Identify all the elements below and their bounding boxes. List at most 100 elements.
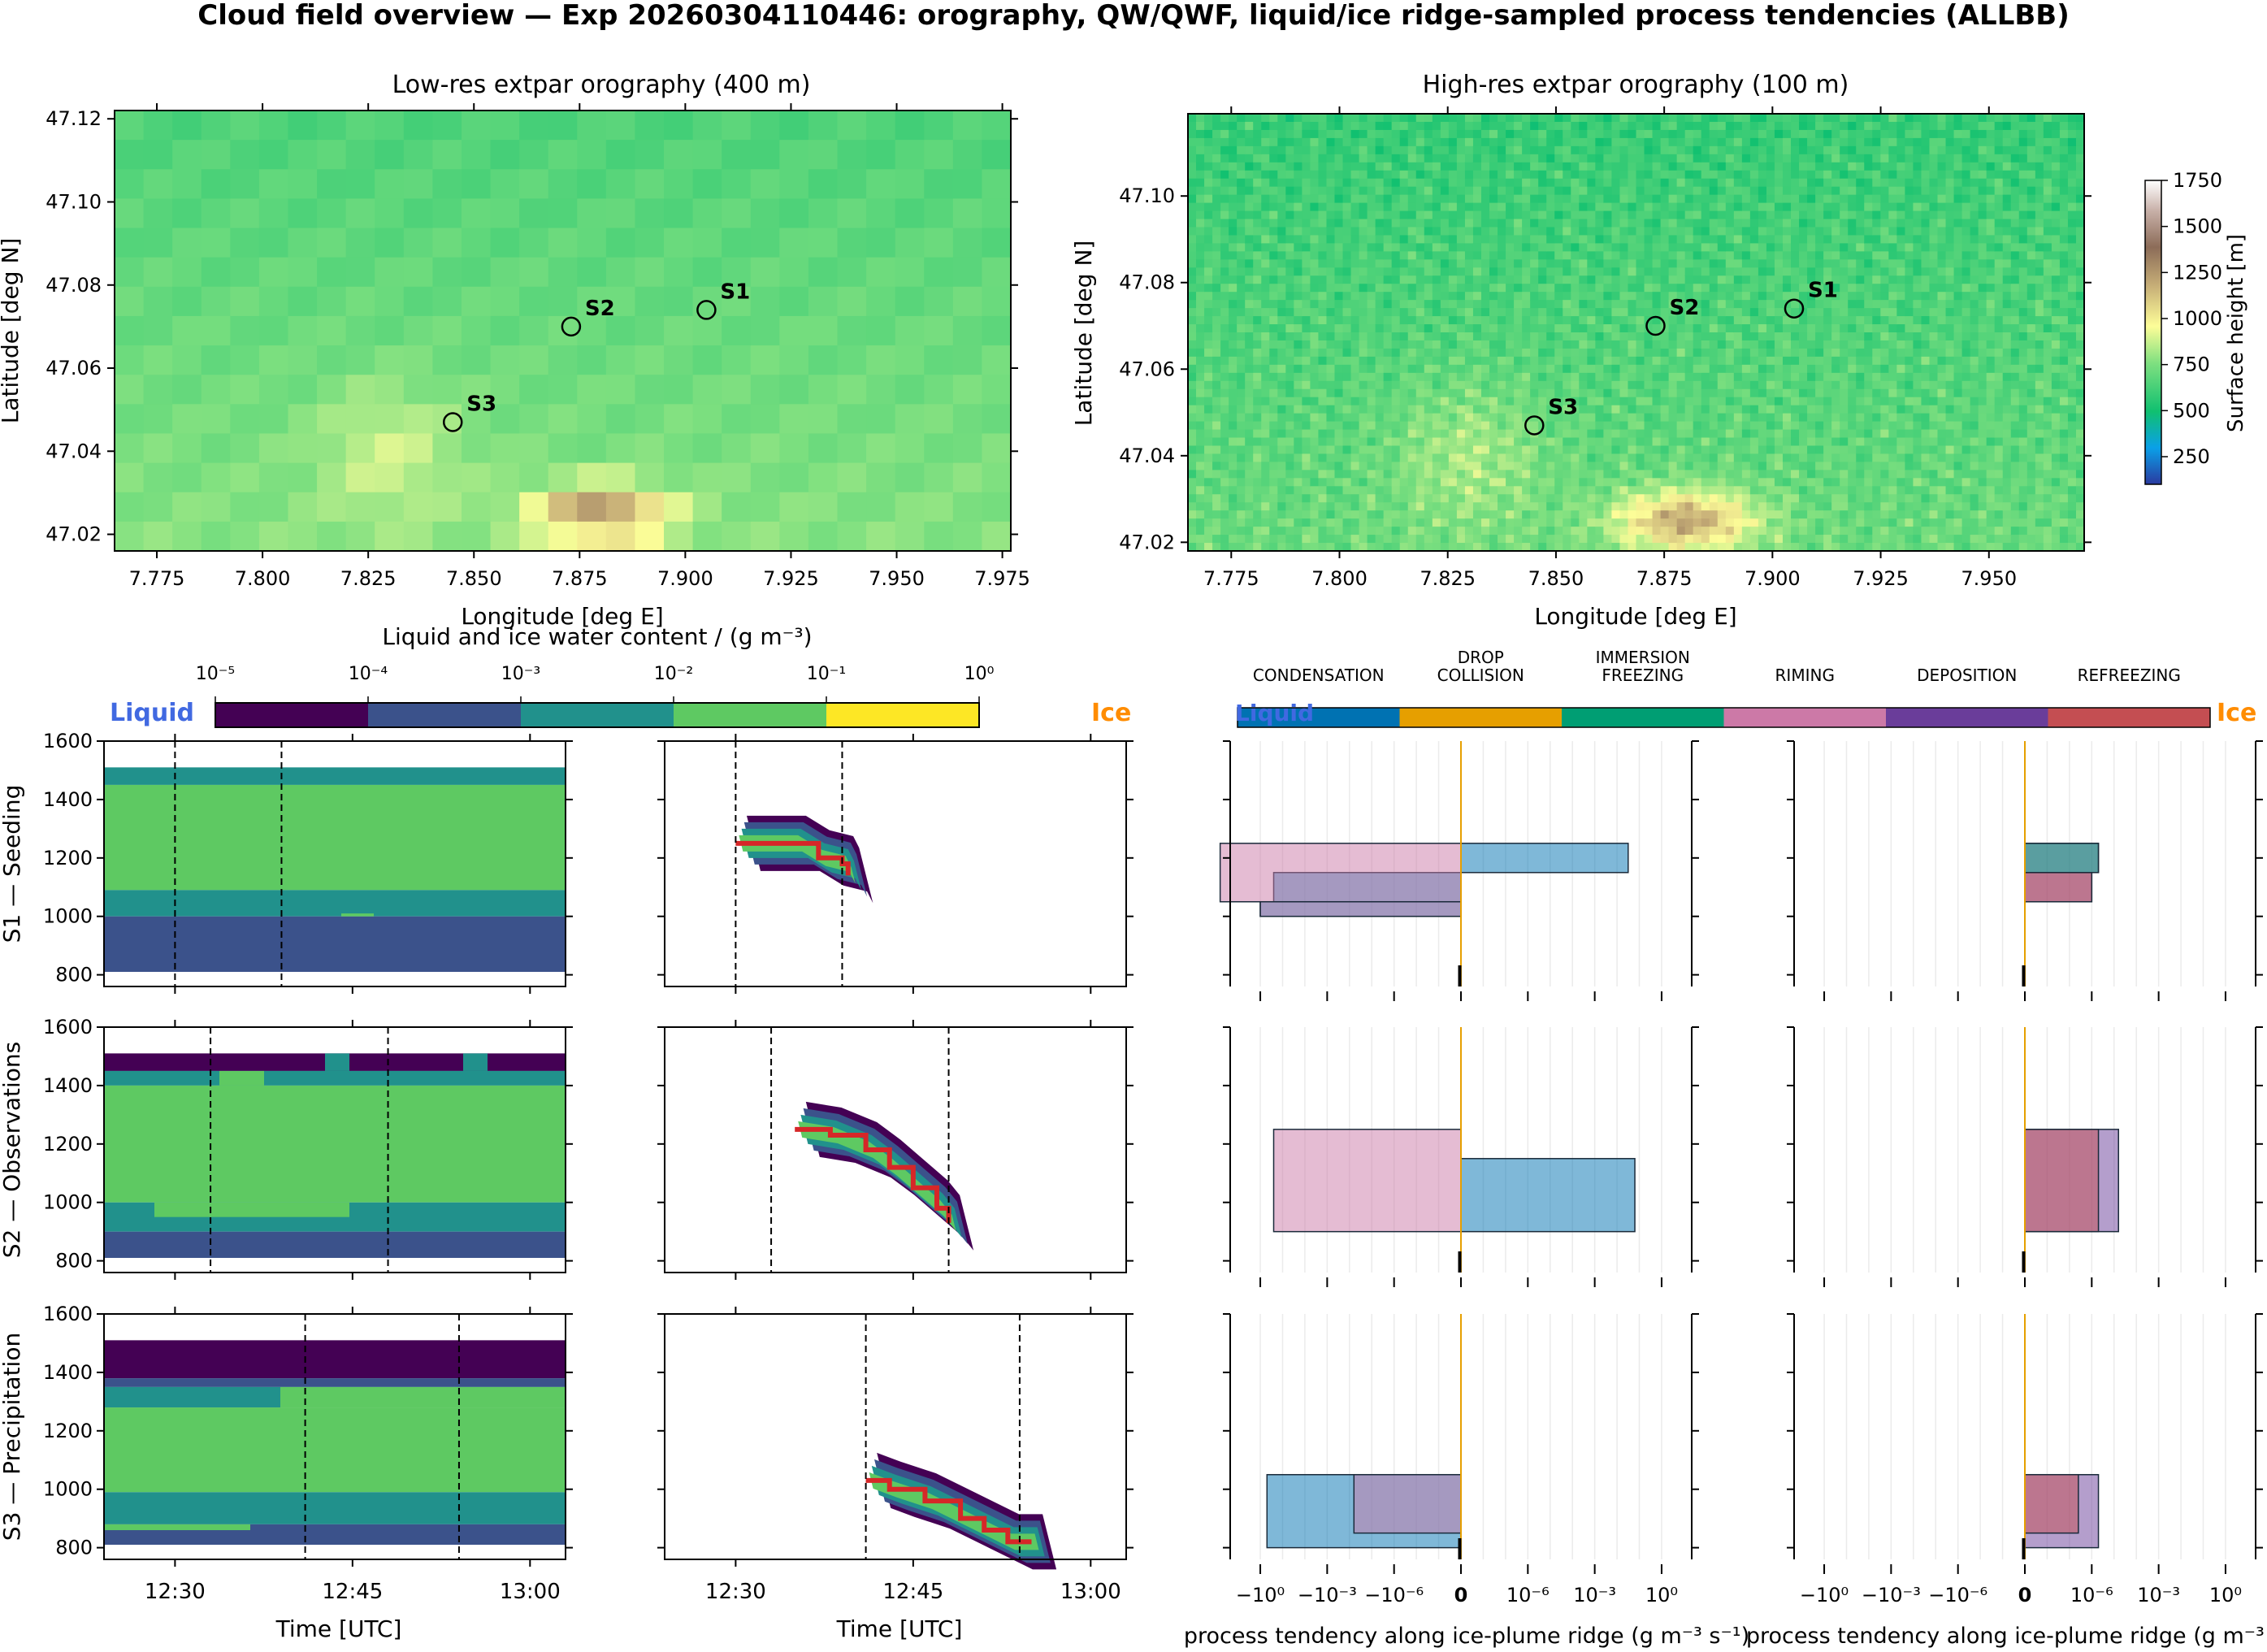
orography-cell [1782,186,1792,196]
orography-cell [1489,462,1498,470]
orography-high-title: High-res extpar orography (100 m) [1423,71,1849,99]
orography-cell [1660,340,1670,349]
orography-cell [1220,259,1229,268]
orography-cell [1302,543,1311,552]
orography-cell [1538,348,1547,358]
orography-cell [1758,413,1767,423]
orography-cell [1253,219,1262,228]
orography-cell [345,404,375,435]
orography-cell [1791,275,1800,284]
orography-cell [1823,405,1832,414]
orography-cell [1595,227,1604,236]
orography-cell [1448,486,1458,495]
orography-cell [1188,186,1197,196]
orography-cell [1652,300,1662,309]
orography-cell [1571,154,1580,163]
orography-cell [1302,235,1311,244]
orography-cell [1709,453,1719,462]
orography-cell [1701,145,1710,155]
orography-cell [1350,397,1360,406]
orography-cell [1506,348,1515,358]
orography-cell [1367,178,1376,188]
orography-cell [1563,437,1571,447]
orography-cell [1530,413,1539,423]
orography-cell [1782,170,1792,180]
orography-cell [1693,300,1702,309]
orography-cell [1701,219,1710,228]
orography-cell [1848,300,1857,309]
orography-cell [1261,429,1270,439]
orography-cell [1733,527,1743,535]
orography-cell [1693,397,1702,406]
orography-cell [1538,494,1547,503]
orography-cell [1367,170,1376,180]
orography-cell [375,257,405,288]
orography-cell [1603,243,1613,252]
orography-cell [1701,543,1710,552]
orography-cell [1628,292,1637,301]
orography-cell [1603,275,1613,284]
orography-cell [1546,235,1555,244]
orography-cell [1514,535,1523,544]
orography-cell [1709,502,1719,511]
orography-cell [1611,510,1621,519]
orography-cell [1571,478,1580,487]
orography-cell [1628,502,1637,511]
orography-cell [1212,251,1221,260]
orography-cell [1603,445,1613,455]
orography-cell [1782,145,1792,155]
orography-cell [1660,194,1670,204]
orography-cell [1489,486,1498,495]
orography-cell [924,257,954,288]
orography-cell [1701,380,1710,390]
orography-cell [1693,437,1702,447]
orography-cell [1595,202,1604,212]
orography-cell [1668,227,1678,236]
orography-cell [1701,162,1710,171]
orography-cell [1367,267,1376,276]
orography-cell [1367,413,1376,423]
orography-cell [1749,186,1759,196]
orography-cell [1359,267,1368,276]
orography-cell [1701,194,1710,204]
orography-cell [1464,543,1474,552]
orography-cell [1636,453,1645,462]
orography-cell [1472,194,1482,204]
orography-cell [1741,437,1751,447]
orography-cell [201,286,231,317]
orography-cell [1310,308,1320,317]
orography-cell [1546,388,1555,398]
orography-cell [1245,267,1254,276]
orography-cell [1693,405,1702,414]
orography-cell [1424,243,1433,252]
orography-cell [548,345,578,375]
orography-cell [115,404,145,435]
orography-cell [1196,421,1205,431]
orography-cell [1791,421,1800,431]
orography-cell [1554,235,1563,244]
orography-cell [1440,421,1450,431]
orography-cell [1595,340,1604,349]
orography-cell [1619,494,1629,503]
orography-cell [1774,510,1784,519]
orography-cell [1782,210,1792,220]
orography-cell [1506,543,1515,552]
orography-cell [1498,186,1506,196]
orography-cell [1619,145,1629,155]
orography-cell [1840,429,1849,439]
orography-cell [1359,154,1368,163]
orography-cell [288,433,318,464]
orography-cell [1611,543,1621,552]
orography-cell [924,433,954,464]
orography-cell [1693,145,1702,155]
orography-cell [1277,527,1286,535]
orography-cell [1563,194,1571,204]
orography-cell [1334,413,1344,423]
orography-cell [1204,137,1213,147]
orography-cell [1717,170,1727,180]
orography-cell [1334,243,1344,252]
orography-cell [1480,332,1490,341]
orography-cell [1587,332,1596,341]
orography-cell [1407,421,1417,431]
orography-cell [1480,202,1490,212]
